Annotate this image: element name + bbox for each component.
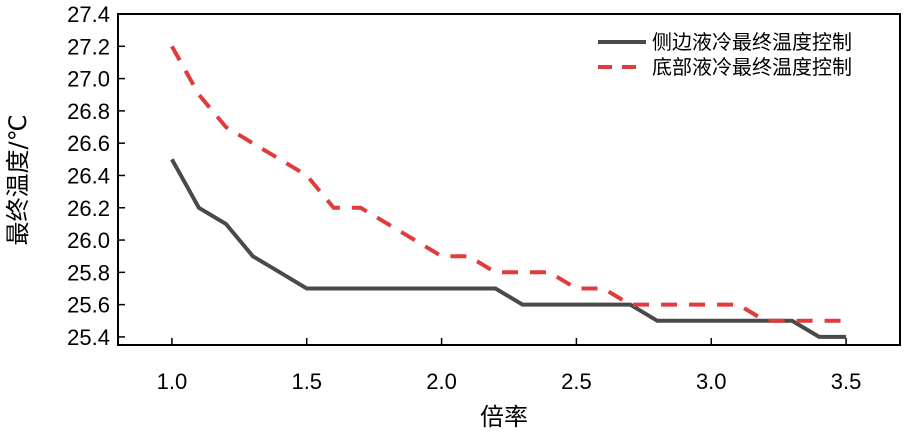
- y-tick-label: 25.8: [67, 260, 110, 285]
- x-axis-title: 倍率: [480, 403, 528, 431]
- series-layer: [170, 45, 847, 339]
- y-tick-label: 26.4: [67, 163, 110, 188]
- x-tick-label: 2.5: [561, 369, 592, 394]
- x-tick-label: 3.0: [696, 369, 727, 394]
- y-tick-label: 27.4: [67, 2, 110, 27]
- legend: 侧边液冷最终温度控制 底部液冷最终温度控制: [598, 30, 852, 79]
- y-axis: 25.4 25.6 25.8 26.0 26.2 26.4 26.6 26.8 27.0 27.2…: [67, 2, 125, 350]
- y-tick-label: 26.6: [67, 131, 110, 156]
- plot-frame: [117, 13, 901, 346]
- x-axis: 1.0 1.5 2.0 2.5 3.0 3.5: [157, 338, 862, 394]
- x-tick-label: 3.5: [831, 369, 862, 394]
- legend-label-bottom: 底部液冷最终温度控制: [652, 55, 852, 79]
- y-tick-label: 26.8: [67, 99, 110, 124]
- x-tick-label: 1.0: [157, 369, 188, 394]
- x-tick-label: 2.0: [426, 369, 457, 394]
- y-tick-label: 27.2: [67, 34, 110, 59]
- y-axis-title: 最终温度/℃: [4, 114, 32, 245]
- y-tick-label: 25.6: [67, 293, 110, 318]
- y-tick-label: 25.4: [67, 325, 110, 350]
- series-line-side: [170, 158, 847, 339]
- legend-label-side: 侧边液冷最终温度控制: [652, 30, 852, 54]
- y-tick-label: 26.2: [67, 196, 110, 221]
- y-tick-label: 27.0: [67, 67, 110, 92]
- y-tick-label: 26.0: [67, 228, 110, 253]
- series-line-bottom: [170, 45, 847, 323]
- x-tick-label: 1.5: [291, 369, 322, 394]
